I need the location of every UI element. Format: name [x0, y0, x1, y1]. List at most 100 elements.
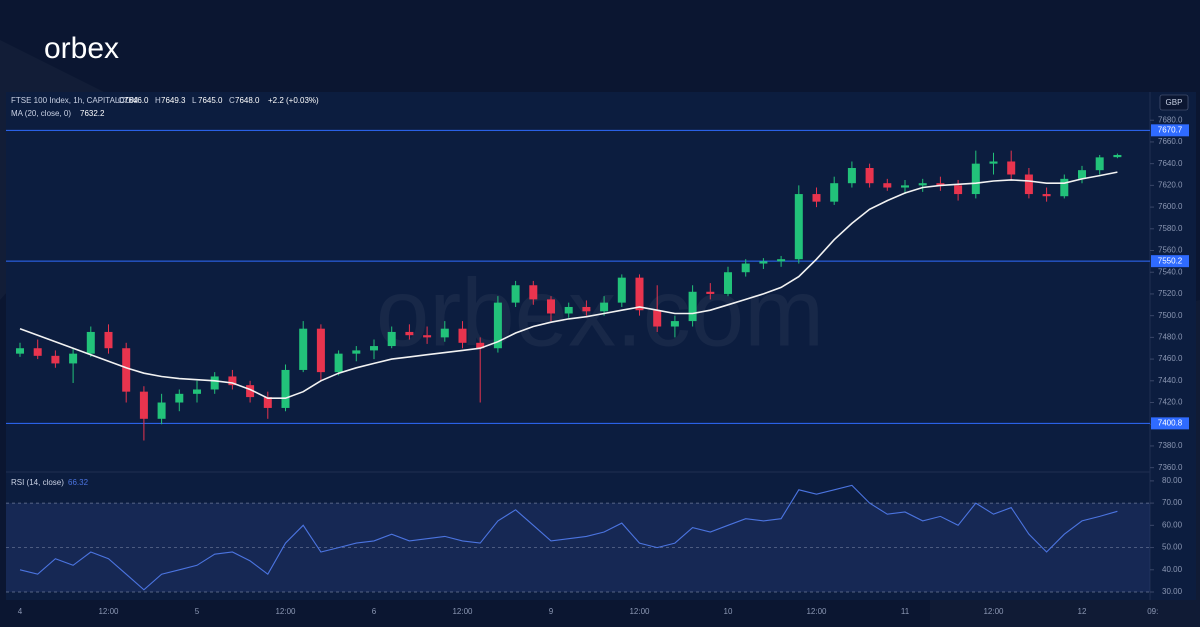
y-tick-label: 7540.0 — [1158, 267, 1183, 276]
currency: GBP — [1166, 98, 1183, 107]
rsi-line — [19, 484, 1118, 591]
candle-body — [316, 328, 325, 373]
candle-body — [423, 335, 432, 338]
candle-body — [1024, 174, 1033, 195]
candle-body — [741, 263, 750, 273]
candle-body — [1078, 170, 1086, 179]
candle-body — [139, 391, 148, 419]
rsi-value: 66.32 — [68, 478, 89, 487]
y-tick-label: 30.00 — [1162, 587, 1183, 596]
candle-body — [901, 185, 909, 188]
y-tick-label: 40.00 — [1162, 565, 1183, 574]
candle-body — [706, 291, 715, 294]
x-tick-label: 10 — [724, 607, 733, 616]
candle-body — [989, 161, 998, 164]
ohlc-value: 7649.3 — [161, 96, 186, 105]
y-tick-label: 7620.0 — [1158, 180, 1183, 189]
x-tick-label: 12:00 — [806, 607, 827, 616]
ohlc-value: 7645.0 — [198, 96, 223, 105]
x-tick-label: 12:00 — [98, 607, 119, 616]
ohlc-value: 7648.0 — [235, 96, 260, 105]
candle-body — [1060, 178, 1069, 197]
candle-body — [865, 168, 874, 184]
candle-body — [759, 261, 768, 264]
candle-body — [653, 310, 662, 327]
candle-body — [299, 328, 308, 370]
level-label: 7550.2 — [1158, 256, 1183, 265]
candle-body — [458, 328, 467, 343]
y-tick-label: 7420.0 — [1158, 398, 1183, 407]
candle-body — [387, 331, 396, 347]
watermark: orbex.com — [376, 259, 824, 366]
y-tick-label: 7440.0 — [1158, 376, 1183, 385]
candle-body — [210, 376, 219, 390]
currency-box — [1159, 94, 1189, 111]
rsi-label: RSI (14, close) — [11, 478, 64, 487]
candle-body — [511, 285, 520, 303]
candle-body — [334, 353, 343, 373]
y-tick-label: 50.00 — [1162, 543, 1183, 552]
x-tick-label: 9 — [549, 607, 554, 616]
candle-body — [936, 183, 945, 186]
x-tick-label: 12:00 — [983, 607, 1004, 616]
candle-body — [617, 277, 626, 303]
logo: orbex — [44, 32, 119, 65]
level-label: 7400.8 — [1158, 418, 1183, 427]
candle-body — [1007, 161, 1016, 175]
y-tick-label: 70.00 — [1162, 498, 1183, 507]
candle-body — [1095, 157, 1104, 171]
x-tick-label: 5 — [195, 607, 200, 616]
candle-body — [918, 183, 927, 186]
level-tag — [1151, 124, 1189, 137]
ma-label: MA (20, close, 0) — [11, 109, 71, 118]
candle-body — [175, 393, 184, 403]
candle-body — [228, 376, 237, 386]
level-tag — [1151, 255, 1189, 268]
candle-body — [1113, 154, 1122, 158]
candle-body — [69, 353, 78, 364]
candle-body — [86, 331, 95, 354]
y-tick-label: 7460.0 — [1158, 354, 1183, 363]
candle-body — [883, 183, 892, 188]
y-tick-label: 7680.0 — [1158, 115, 1183, 124]
candle-body — [635, 277, 644, 311]
y-tick-label: 7360.0 — [1158, 463, 1183, 472]
y-tick-label: 7580.0 — [1158, 224, 1183, 233]
candle-body — [440, 328, 449, 338]
candle-body — [830, 183, 839, 202]
candle-body — [352, 350, 361, 354]
candle-body — [104, 331, 113, 349]
y-tick-label: 7660.0 — [1158, 137, 1183, 146]
x-tick-label: 09: — [1147, 607, 1158, 616]
candle-body — [547, 299, 555, 314]
y-tick-label: 7380.0 — [1158, 441, 1183, 450]
x-tick-label: 4 — [18, 607, 23, 616]
x-tick-label: 12:00 — [629, 607, 650, 616]
candle-body — [794, 194, 803, 260]
x-tick-label: 12 — [1078, 607, 1087, 616]
y-tick-label: 80.00 — [1162, 476, 1183, 485]
level-tag — [1151, 417, 1189, 430]
candle-body — [954, 185, 963, 195]
x-tick-label: 12:00 — [452, 607, 473, 616]
candle-body — [724, 272, 732, 294]
ohlc-key: C — [229, 96, 235, 105]
ohlc-key: H — [155, 96, 161, 105]
x-tick-label: 11 — [901, 607, 910, 616]
candle-body — [263, 397, 272, 408]
candle-body — [564, 306, 573, 314]
level-label: 7670.7 — [1158, 125, 1183, 134]
y-tick-label: 7500.0 — [1158, 311, 1183, 320]
candle-body — [193, 389, 201, 394]
ma-value: 7632.2 — [80, 109, 105, 118]
candle-body — [847, 168, 856, 184]
x-tick-label: 12:00 — [275, 607, 296, 616]
candle-body — [812, 194, 821, 202]
candle-body — [281, 369, 290, 408]
candle-body — [777, 259, 786, 262]
x-tick-label: 6 — [372, 607, 377, 616]
candle-body — [493, 302, 502, 349]
candle-body — [1042, 194, 1051, 197]
candle-body — [51, 355, 60, 364]
candle-body — [33, 348, 42, 356]
